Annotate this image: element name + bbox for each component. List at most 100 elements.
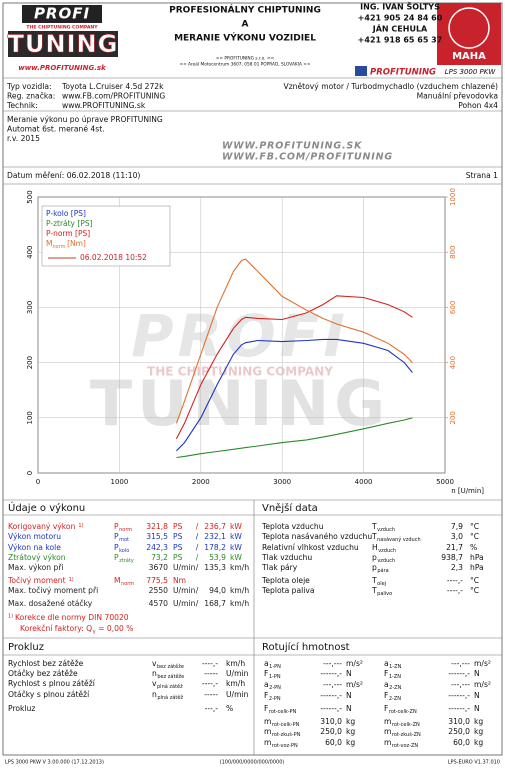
- legend-label: P-norm [PS]: [46, 229, 90, 238]
- section-title: Prokluz: [8, 642, 44, 653]
- field-value: 232,1: [204, 532, 226, 541]
- field-label: Výkon na kole: [8, 543, 61, 552]
- field-label: Prokluz: [8, 704, 35, 713]
- note: r.v. 2015: [7, 134, 40, 143]
- field-unit: U/min: [226, 690, 249, 699]
- series-line: [176, 417, 413, 459]
- field-value: 938,7: [441, 553, 463, 562]
- field-value: 53,9: [209, 553, 226, 562]
- field-value: 250,0: [448, 727, 470, 736]
- contact: +421 905 24 84 60: [358, 14, 443, 23]
- field-sep: /: [196, 586, 199, 595]
- footer-text: LPS 3000 PKW V 3.00.000 (17.12.2013): [5, 760, 104, 766]
- field-value: 2,3: [451, 563, 463, 572]
- y-tick-label: 300: [26, 301, 34, 314]
- x-tick-label: 0: [36, 478, 40, 486]
- legend-label: M: [46, 239, 52, 248]
- field-label: Teplota oleje: [261, 576, 310, 585]
- watermark: TUNING: [90, 367, 390, 440]
- symbol: T: [371, 522, 377, 531]
- footnote-mark: 1): [78, 523, 83, 529]
- field-unit: kg: [474, 738, 483, 747]
- symbol: a: [384, 659, 389, 668]
- y2-tick-label: 600: [449, 301, 457, 314]
- symbol-sub: rot-celk-ZN: [389, 709, 417, 715]
- symbol-sub: plná zátěž: [157, 683, 183, 690]
- field-value: 3,0: [451, 532, 463, 541]
- maha-logo: [437, 3, 501, 65]
- x-tick-label: 3000: [273, 478, 291, 486]
- field-value: ---,---: [323, 659, 342, 668]
- y2-tick-label: 200: [449, 411, 457, 424]
- field-unit: %: [470, 543, 477, 552]
- model-text: LPS 3000 PKW: [445, 68, 497, 76]
- symbol: n: [152, 690, 157, 699]
- field-label: Točivý moment: [7, 576, 66, 585]
- y-tick-label: 100: [26, 411, 34, 424]
- field-unit: hPa: [470, 563, 484, 572]
- field-value: ----,-: [447, 576, 463, 585]
- symbol-sub: 2-PN: [269, 696, 281, 702]
- symbol: m: [384, 717, 391, 726]
- symbol: F: [384, 691, 388, 700]
- symbol: a: [264, 659, 269, 668]
- field-label: Tlak vzduchu: [261, 553, 312, 562]
- brand-icon: [355, 66, 367, 76]
- x-tick-label: 1000: [110, 478, 128, 486]
- x-axis-label: n [U/min]: [451, 487, 484, 495]
- field-unit: km/h: [226, 679, 245, 688]
- symbol: P: [114, 553, 119, 562]
- field-value: ----,-: [202, 659, 218, 668]
- field-sep: /: [196, 563, 199, 572]
- field-label: Relativní vlhkost vzduchu: [262, 543, 359, 552]
- logo-text: TUNING: [8, 30, 119, 58]
- field-value: ----,-: [447, 586, 463, 595]
- logo-url: www.PROFITUNING.sk: [18, 64, 107, 72]
- section-title: Vnější data: [262, 502, 318, 514]
- symbol-sub: kolo: [119, 548, 129, 554]
- symbol-sub: mot: [119, 537, 129, 543]
- symbol: F: [384, 669, 388, 678]
- field-value: Vznětový motor / Turbodmychadlo (vzduche…: [284, 82, 499, 91]
- field-value: 236,7: [204, 522, 226, 531]
- symbol-sub: rot-voz-PN: [272, 743, 298, 749]
- field-unit: kg: [346, 717, 355, 726]
- field-value: 775,5: [146, 576, 168, 585]
- y-tick-label: 200: [26, 356, 34, 369]
- symbol-sub: palivo: [377, 591, 392, 597]
- symbol: F: [264, 704, 268, 713]
- field-value: Toyota L.Cruiser 4.5d 272k: [61, 82, 164, 91]
- field-value: ---,---: [323, 680, 342, 689]
- field-sep: /: [196, 543, 199, 552]
- field-unit: km/h: [230, 599, 249, 608]
- symbol-sub: vzduch: [377, 527, 395, 533]
- symbol: p: [372, 563, 377, 572]
- field-unit: PS: [173, 553, 183, 562]
- field-unit: kg: [474, 727, 483, 736]
- field-value: 2550: [149, 586, 168, 595]
- field-label: Technik:: [6, 101, 38, 110]
- field-unit: m/s²: [474, 680, 491, 689]
- symbol-sub: vzduch: [378, 548, 396, 554]
- field-value: 4570: [149, 599, 168, 608]
- field-unit: m/s²: [474, 659, 491, 668]
- field-unit: PS: [173, 543, 183, 552]
- symbol: m: [264, 727, 271, 736]
- field-unit: km/h: [230, 563, 249, 572]
- symbol-sub: 2-PN: [269, 685, 281, 691]
- symbol: F: [264, 691, 268, 700]
- field-unit: PS: [173, 532, 183, 541]
- field-unit: °C: [470, 586, 479, 595]
- y-tick-label: 400: [26, 246, 34, 259]
- field-value: -----: [204, 690, 218, 699]
- symbol: H: [372, 543, 378, 552]
- symbol-sub: rot-voz-ZN: [392, 743, 419, 749]
- symbol: n: [152, 669, 157, 678]
- field-unit: N: [474, 704, 480, 713]
- field-unit: °C: [470, 576, 479, 585]
- field-value: www.FB.com/PROFITUNING: [62, 92, 165, 101]
- symbol-sub: 2-ZN: [389, 696, 401, 702]
- field-unit: %: [226, 704, 233, 713]
- field-value: 310,0: [448, 717, 470, 726]
